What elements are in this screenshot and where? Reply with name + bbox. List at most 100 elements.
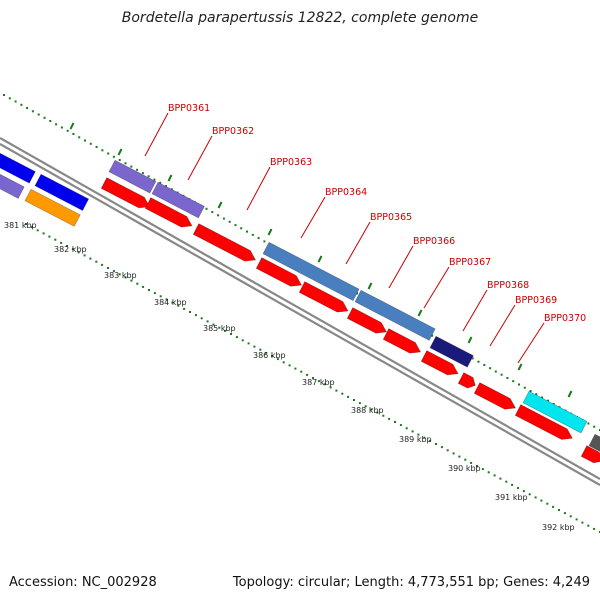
tick-dot xyxy=(170,188,173,191)
inner-tick-dot xyxy=(54,238,57,241)
gene-label: BPP0362 xyxy=(212,126,254,137)
inner-tick-dot xyxy=(394,421,396,423)
feature-block xyxy=(262,241,360,302)
inner-tick-dot xyxy=(89,257,92,260)
feature-block xyxy=(522,390,588,434)
inner-tick-dot xyxy=(253,345,256,348)
inner-tick-dot xyxy=(382,414,385,417)
tick-dot xyxy=(84,139,86,142)
inner-tick-dot xyxy=(200,317,203,320)
inner-tick-dot xyxy=(130,279,133,282)
tick-dot xyxy=(234,224,237,227)
feature-block xyxy=(34,173,90,211)
tick-dot xyxy=(112,155,115,158)
inner-tick-dot xyxy=(48,235,51,238)
tick-dot xyxy=(101,149,104,152)
scale-label: 387 kbp xyxy=(302,378,335,387)
cds-arrow xyxy=(192,223,257,262)
accession-label: Accession: NC_002928 xyxy=(9,575,157,590)
inner-tick-dot xyxy=(452,452,455,455)
genome-summary: Topology: circular; Length: 4,773,551 bp… xyxy=(232,575,590,590)
tick-dot xyxy=(483,364,486,366)
tick-dot xyxy=(471,357,474,360)
gene-label: BPP0370 xyxy=(544,313,586,324)
tick-dot xyxy=(14,100,17,103)
feature-block xyxy=(108,159,157,194)
inner-tick-dot xyxy=(341,392,344,395)
tick-dot xyxy=(205,207,208,210)
feature-block xyxy=(588,433,600,453)
gene-label: BPP0365 xyxy=(370,212,412,223)
inner-tick-dot xyxy=(241,339,244,342)
inner-tick-dot xyxy=(77,251,80,254)
inner-tick-dot xyxy=(247,342,250,345)
tick-dot xyxy=(228,220,231,223)
inner-tick-dot xyxy=(153,292,156,295)
inner-tick-dot xyxy=(271,355,273,357)
inner-tick-dot xyxy=(405,427,408,430)
feature-block xyxy=(0,172,25,199)
inner-tick-dot xyxy=(276,358,279,361)
tick-dot xyxy=(506,377,509,379)
inner-tick-dot xyxy=(136,282,139,285)
tick-dot xyxy=(512,380,515,383)
gene-leader-line xyxy=(345,221,371,265)
gene-label: BPP0364 xyxy=(325,187,367,198)
major-tick xyxy=(167,174,173,182)
tick-dot xyxy=(37,113,40,116)
tick-dot xyxy=(118,159,121,161)
tick-dot xyxy=(60,126,63,129)
inner-tick-dot xyxy=(435,443,437,445)
scale-label: 386 kbp xyxy=(253,351,286,360)
inner-tick-dot xyxy=(563,512,566,515)
inner-tick-dot xyxy=(481,468,484,471)
gene-label: BPP0367 xyxy=(449,257,491,268)
inner-tick-dot xyxy=(36,229,39,232)
tick-dot xyxy=(217,214,220,217)
inner-tick-dot xyxy=(347,395,350,398)
tick-dot xyxy=(257,237,260,240)
cds-arrow xyxy=(473,382,516,410)
backbone-line xyxy=(0,143,600,486)
inner-tick-dot xyxy=(417,433,420,436)
inner-tick-dot xyxy=(429,439,432,442)
inner-tick-dot xyxy=(159,295,162,298)
cds-arrow xyxy=(382,328,422,354)
inner-tick-dot xyxy=(212,323,215,326)
tick-dot xyxy=(31,110,34,113)
inner-tick-dot xyxy=(230,333,232,335)
gene-label: BPP0361 xyxy=(168,103,210,114)
inner-tick-dot xyxy=(30,226,33,229)
feature-block xyxy=(354,289,436,341)
tick-dot xyxy=(263,240,266,243)
inner-tick-dot xyxy=(470,461,473,464)
tick-dot xyxy=(240,227,243,230)
feature-block xyxy=(0,151,36,184)
gene-leader-line xyxy=(517,322,545,364)
scale-label: 391 kbp xyxy=(495,493,528,502)
tick-dot xyxy=(89,142,92,145)
inner-tick-dot xyxy=(493,474,496,477)
inner-tick-dot xyxy=(317,380,320,383)
inner-tick-dot xyxy=(107,267,109,269)
scale-label: 381 kbp xyxy=(4,221,37,230)
cds-arrow xyxy=(420,350,459,376)
inner-tick-dot xyxy=(358,402,361,405)
inner-tick-dot xyxy=(25,223,27,225)
inner-tick-dot xyxy=(124,276,127,279)
gene-label: BPP0363 xyxy=(270,157,312,168)
feature-block xyxy=(429,335,474,368)
scale-label: 383 kbp xyxy=(104,271,137,280)
scale-label: 390 kbp xyxy=(448,464,481,473)
tick-dot xyxy=(494,370,497,373)
major-tick xyxy=(267,228,273,236)
tick-dot xyxy=(49,120,52,122)
tick-dot xyxy=(535,393,538,396)
inner-tick-dot xyxy=(218,326,221,329)
inner-tick-dot xyxy=(60,241,63,244)
scale-label: 382 kbp xyxy=(54,245,87,254)
inner-tick-dot xyxy=(517,487,519,489)
inner-tick-dot xyxy=(71,248,74,251)
inner-tick-dot xyxy=(569,515,572,518)
